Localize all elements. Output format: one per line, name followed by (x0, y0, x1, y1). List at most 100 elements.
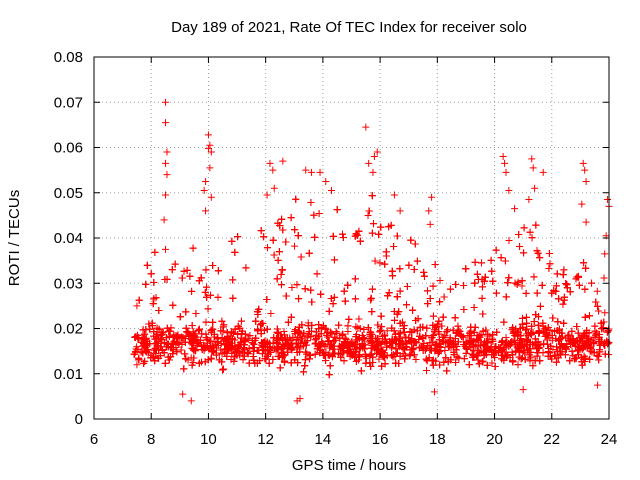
data-point (276, 364, 284, 372)
data-point (274, 256, 282, 264)
data-point (270, 251, 278, 259)
data-point (313, 270, 321, 278)
data-point (236, 351, 244, 359)
data-point (304, 331, 312, 339)
data-point (396, 333, 404, 341)
data-point (579, 338, 587, 346)
data-point (207, 345, 215, 353)
data-point (311, 350, 319, 358)
data-point (393, 293, 401, 301)
data-point (228, 343, 236, 351)
data-point (171, 260, 179, 268)
data-point (352, 357, 360, 365)
data-point (516, 325, 524, 333)
data-point (504, 279, 512, 287)
data-point (403, 283, 411, 291)
data-point (392, 359, 400, 367)
data-point (284, 318, 292, 326)
data-point (562, 345, 570, 353)
data-point (300, 368, 308, 376)
data-point (329, 300, 337, 308)
data-point (370, 220, 378, 228)
data-point (405, 261, 413, 269)
data-point (546, 326, 554, 334)
data-point (367, 294, 375, 302)
data-point (532, 221, 540, 229)
data-point (156, 352, 164, 360)
data-point (444, 326, 452, 334)
data-point (248, 339, 256, 347)
data-point (204, 305, 212, 313)
data-point (356, 237, 364, 245)
data-point (573, 273, 581, 281)
data-point (508, 348, 516, 356)
data-point (443, 367, 451, 375)
data-point (339, 230, 347, 238)
data-point (381, 260, 389, 268)
data-point (564, 332, 572, 340)
data-point (445, 343, 453, 351)
data-point (339, 233, 347, 241)
data-point (575, 281, 583, 289)
data-point (600, 274, 608, 282)
data-point (263, 296, 271, 304)
data-point (429, 361, 437, 369)
data-point (148, 322, 156, 330)
data-point (375, 355, 383, 363)
data-point (330, 256, 338, 264)
data-point (473, 270, 481, 278)
data-point (282, 238, 290, 246)
data-point (574, 272, 582, 280)
data-point (396, 265, 404, 273)
data-point (169, 301, 177, 309)
data-point (574, 351, 582, 359)
data-point (242, 264, 250, 272)
data-point (335, 321, 343, 329)
data-point (376, 328, 384, 336)
data-point (177, 346, 185, 354)
data-point (540, 340, 548, 348)
data-point (188, 321, 196, 329)
data-point (467, 323, 475, 331)
data-point (269, 236, 277, 244)
data-point (362, 354, 370, 362)
data-point (181, 350, 189, 358)
data-point (577, 336, 585, 344)
data-point (501, 257, 509, 265)
data-point (310, 211, 318, 219)
data-point (332, 336, 340, 344)
data-point (341, 297, 349, 305)
data-point (487, 256, 495, 264)
data-point (244, 350, 252, 358)
data-point (391, 316, 399, 324)
data-point (139, 326, 147, 334)
data-point (361, 350, 369, 358)
data-point (134, 346, 142, 354)
data-point (149, 300, 157, 308)
data-point (164, 353, 172, 361)
data-point (224, 333, 232, 341)
data-point (461, 342, 469, 350)
data-point (523, 337, 531, 345)
data-point (280, 328, 288, 336)
data-point (217, 346, 225, 354)
data-point (367, 296, 375, 304)
data-point (554, 318, 562, 326)
data-point (377, 223, 385, 231)
data-point (291, 226, 299, 234)
data-point (301, 338, 309, 346)
data-point (212, 344, 220, 352)
data-point (592, 298, 600, 306)
data-point (168, 266, 176, 274)
data-point (522, 289, 530, 297)
data-point (478, 259, 486, 267)
data-point (325, 307, 333, 315)
data-point (536, 254, 544, 262)
data-point (420, 339, 428, 347)
data-point (218, 350, 226, 358)
data-point (388, 324, 396, 332)
data-point (289, 334, 297, 342)
data-point (260, 233, 268, 241)
data-point (228, 335, 236, 343)
